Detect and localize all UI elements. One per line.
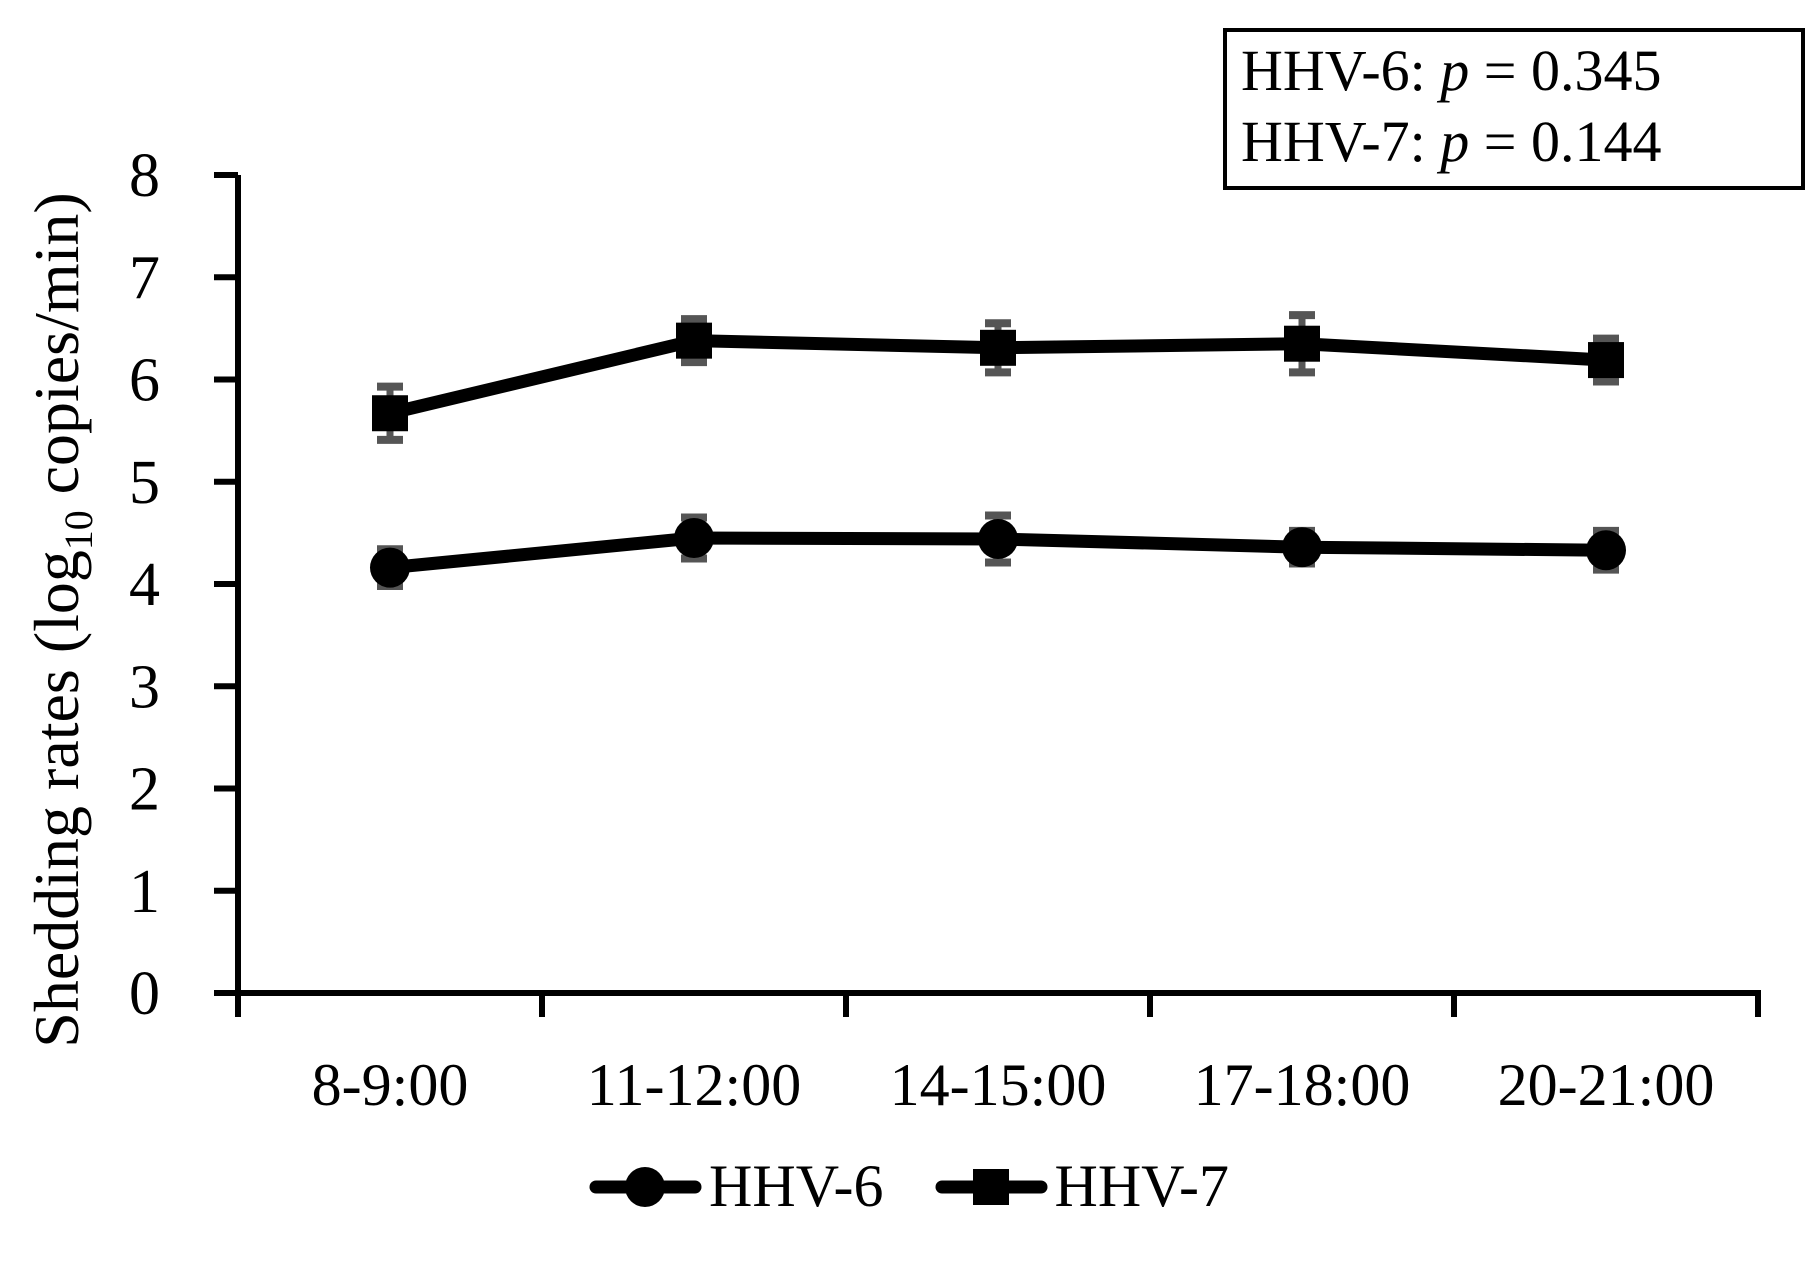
marker-square-hhv-7 [980, 329, 1016, 366]
y-tick-label: 5 [129, 449, 160, 517]
x-tick-label: 17-18:00 [1194, 1052, 1411, 1118]
y-tick-label: 2 [129, 756, 160, 824]
marker-square-hhv-7 [676, 322, 712, 359]
x-tick-label: 14-15:00 [890, 1052, 1107, 1118]
pvalue-series-label: HHV-6: [1241, 38, 1441, 103]
marker-square-hhv-7 [372, 395, 408, 432]
marker-square-hhv-7 [1284, 325, 1320, 362]
legend-item-hhv-6: HHV-6 [588, 1152, 884, 1221]
x-tick-label: 20-21:00 [1498, 1052, 1715, 1118]
y-tick-label: 4 [129, 551, 160, 619]
marker-circle-hhv-6 [978, 519, 1018, 560]
x-tick-label: 8-9:00 [312, 1052, 469, 1118]
marker-circle-hhv-6 [1282, 527, 1322, 568]
marker-square-hhv-7 [1588, 342, 1624, 379]
legend-circle-marker-icon [589, 1166, 702, 1207]
legend-label: HHV-6 [709, 1153, 884, 1219]
pvalue-value: = 0.345 [1469, 38, 1662, 103]
legend-label: HHV-7 [1054, 1153, 1229, 1219]
p-symbol: p [1440, 108, 1470, 174]
pvalue-line-2: HHV-7: p = 0.144 [1241, 107, 1791, 178]
legend-circle-glyph [625, 1166, 666, 1207]
chart-legend: HHV-6 HHV-7 [0, 1152, 1817, 1221]
marker-circle-hhv-6 [370, 547, 410, 588]
y-tick-label: 0 [129, 960, 160, 1028]
x-tick-label: 11-12:00 [587, 1052, 801, 1118]
marker-circle-hhv-6 [674, 517, 714, 558]
legend-square-marker-icon [935, 1168, 1047, 1205]
legend-item-hhv-7: HHV-7 [934, 1152, 1229, 1221]
y-tick-label: 8 [129, 142, 160, 210]
y-tick-label: 1 [129, 858, 160, 926]
pvalue-series-label: HHV-7: [1241, 108, 1441, 174]
y-axis-title-pre: Shedding rates (log [21, 550, 92, 1048]
legend-square-glyph [972, 1168, 1009, 1205]
p-symbol: p [1440, 38, 1470, 103]
y-tick-label: 7 [129, 244, 160, 312]
y-axis-title: Shedding rates (log10 copies/min) [20, 40, 101, 1200]
pvalue-value: = 0.144 [1469, 108, 1662, 174]
y-axis-title-subscript: 10 [56, 510, 101, 551]
y-tick-label: 6 [129, 347, 160, 415]
marker-circle-hhv-6 [1586, 530, 1626, 571]
y-axis-title-post: copies/min) [21, 192, 92, 511]
pvalue-annotation-box: HHV-6: p = 0.345 HHV-7: p = 0.144 [1223, 28, 1805, 190]
pvalue-line-1: HHV-6: p = 0.345 [1241, 36, 1791, 107]
y-tick-label: 3 [129, 653, 160, 721]
